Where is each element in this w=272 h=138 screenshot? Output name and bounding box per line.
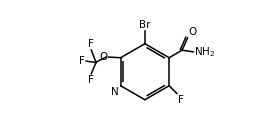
Text: O: O [99,52,108,62]
Text: NH$_2$: NH$_2$ [194,45,215,59]
Text: F: F [88,75,94,85]
Text: F: F [88,39,94,49]
Text: F: F [79,56,85,66]
Text: N: N [111,87,119,97]
Text: F: F [178,95,184,105]
Text: Br: Br [139,20,151,30]
Text: O: O [188,27,196,37]
